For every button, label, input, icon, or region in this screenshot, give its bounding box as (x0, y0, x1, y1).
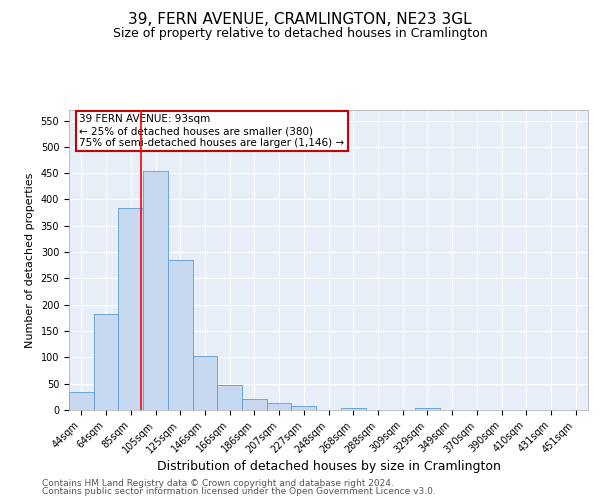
Text: 39 FERN AVENUE: 93sqm
← 25% of detached houses are smaller (380)
75% of semi-det: 39 FERN AVENUE: 93sqm ← 25% of detached … (79, 114, 344, 148)
Bar (94, 314, 118, 410)
Text: Contains public sector information licensed under the Open Government Licence v3: Contains public sector information licen… (42, 487, 436, 496)
Bar (217, 384, 242, 410)
Bar (242, 400, 267, 410)
Bar (193, 356, 217, 410)
Bar (118, 208, 143, 410)
Bar (415, 408, 440, 410)
Text: Contains HM Land Registry data © Crown copyright and database right 2024.: Contains HM Land Registry data © Crown c… (42, 478, 394, 488)
Bar (69, 392, 94, 410)
Text: Size of property relative to detached houses in Cramlington: Size of property relative to detached ho… (113, 28, 487, 40)
Bar (143, 170, 168, 410)
Text: 39, FERN AVENUE, CRAMLINGTON, NE23 3GL: 39, FERN AVENUE, CRAMLINGTON, NE23 3GL (128, 12, 472, 28)
Bar (267, 403, 292, 410)
Bar (168, 260, 193, 410)
Y-axis label: Number of detached properties: Number of detached properties (25, 172, 35, 348)
Bar (292, 406, 316, 410)
Bar (341, 408, 365, 410)
X-axis label: Distribution of detached houses by size in Cramlington: Distribution of detached houses by size … (157, 460, 500, 473)
